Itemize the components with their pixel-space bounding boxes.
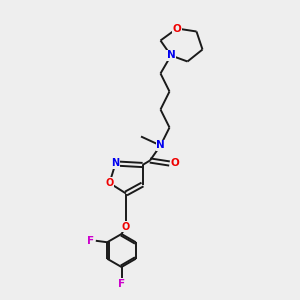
Text: N: N	[111, 158, 120, 169]
Text: O: O	[170, 158, 179, 169]
Text: F: F	[87, 236, 94, 246]
Text: N: N	[156, 140, 165, 151]
Text: O: O	[122, 221, 130, 232]
Text: O: O	[172, 23, 182, 34]
Text: N: N	[167, 50, 176, 61]
Text: F: F	[118, 279, 125, 289]
Text: O: O	[105, 178, 114, 188]
